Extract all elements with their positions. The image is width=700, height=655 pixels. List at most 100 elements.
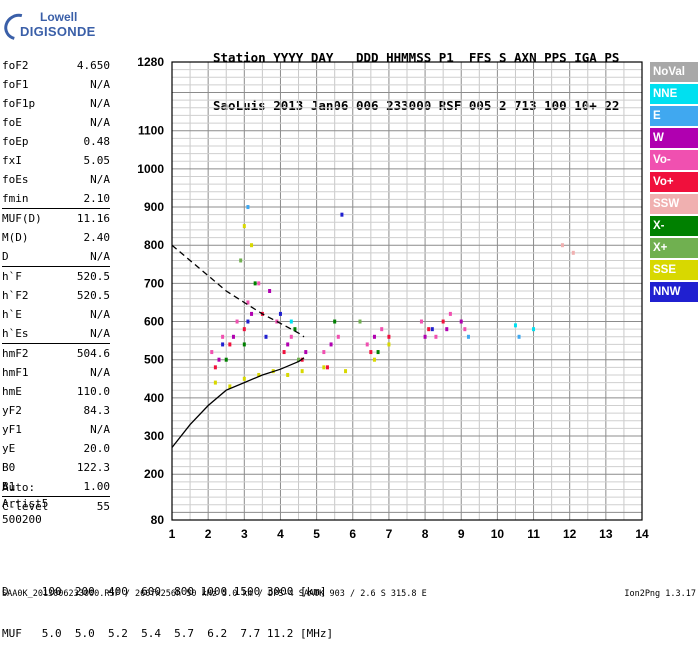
point-nnw xyxy=(221,342,225,347)
point-vo- xyxy=(427,327,431,332)
point-vo- xyxy=(213,365,217,370)
point-vo- xyxy=(369,350,373,355)
point-vo- xyxy=(322,350,326,355)
x-tick-label: 4 xyxy=(277,527,284,541)
param-row: h`F2 520.5 xyxy=(2,286,110,305)
point-sse xyxy=(213,380,217,385)
param-row: MUF(D) 11.16 xyxy=(2,209,110,228)
point-w xyxy=(459,319,463,324)
y-tick-label: 800 xyxy=(144,238,164,252)
param-separator xyxy=(2,343,110,344)
param-separator xyxy=(2,496,110,497)
param-value: N/A xyxy=(90,97,110,110)
param-value: 5.05 xyxy=(83,154,111,167)
param-row: hmE 110.0 xyxy=(2,382,110,401)
param-key: hmF1 xyxy=(2,366,29,379)
distance-muf-table: D 100 200 400 600 800 1000 1500 3000 [km… xyxy=(2,557,333,655)
param-value: 2.10 xyxy=(83,192,111,205)
point-sse xyxy=(344,369,348,374)
y-tick-label: 200 xyxy=(144,467,164,481)
param-row: yE 20.0 xyxy=(2,439,110,458)
param-value: 84.3 xyxy=(83,404,111,417)
point-vo- xyxy=(365,342,369,347)
point-vo- xyxy=(282,350,286,355)
param-key: yF2 xyxy=(2,404,22,417)
y-tick-label: 1280 xyxy=(137,55,164,69)
point-e xyxy=(517,334,521,339)
param-row: foE N/A xyxy=(2,113,110,132)
y-tick-label: 1000 xyxy=(137,162,164,176)
point-w xyxy=(268,289,272,293)
param-value: 55 xyxy=(96,500,110,513)
x-tick-label: 3 xyxy=(241,527,248,541)
x-tick-label: 10 xyxy=(491,527,505,541)
header-labels: Station YYYY DAY DDD HHMMSS P1 FFS S AXN… xyxy=(213,50,620,65)
point-vo- xyxy=(235,319,239,324)
auto-method: Artist5 xyxy=(2,497,49,510)
param-key: hmE xyxy=(2,385,22,398)
param-value: N/A xyxy=(90,327,110,340)
param-key: h`F xyxy=(2,270,22,283)
point-w xyxy=(250,311,254,316)
point-x- xyxy=(297,357,301,362)
y-tick-label: 600 xyxy=(144,315,164,329)
legend-item-w: W xyxy=(650,128,698,150)
param-key: MUF(D) xyxy=(2,212,42,225)
point-nne xyxy=(289,319,293,324)
point-nnw xyxy=(278,311,282,316)
logo-line2: DIGISONDE xyxy=(20,24,96,39)
param-key: B0 xyxy=(2,461,16,474)
param-value: N/A xyxy=(90,308,110,321)
param-key: fmin xyxy=(2,192,29,205)
point-ssw xyxy=(571,250,575,255)
point-w xyxy=(231,334,235,339)
param-key: h`Es xyxy=(2,327,29,340)
legend-item-sse: SSE xyxy=(650,260,698,282)
autoscale-info: Auto: Artist5 500200 xyxy=(2,480,48,528)
param-row: hmF1 N/A xyxy=(2,363,110,382)
point-sse xyxy=(250,243,254,248)
param-key: D xyxy=(2,250,9,263)
param-value: 11.16 xyxy=(76,212,110,225)
x-tick-label: 2 xyxy=(205,527,212,541)
param-value: N/A xyxy=(90,116,110,129)
point-sse xyxy=(387,342,391,347)
x-tick-label: 8 xyxy=(422,527,429,541)
param-value: N/A xyxy=(90,78,110,91)
point-nne xyxy=(532,327,536,332)
x-tick-label: 1 xyxy=(169,527,176,541)
point-vo- xyxy=(380,327,384,332)
param-value: 504.6 xyxy=(76,347,110,360)
point-vo- xyxy=(387,334,391,339)
param-separator xyxy=(2,266,110,267)
param-value: 520.5 xyxy=(76,270,110,283)
x-tick-label: 7 xyxy=(386,527,393,541)
legend-item-x-: X- xyxy=(650,216,698,238)
point-vo- xyxy=(325,365,329,370)
point-nnw xyxy=(264,334,268,339)
param-key: yE xyxy=(2,442,16,455)
y-tick-label: 80 xyxy=(151,513,165,527)
muf-row: MUF 5.0 5.0 5.2 5.4 5.7 6.2 7.7 11.2 [MH… xyxy=(2,627,334,640)
station-header: Station YYYY DAY DDD HHMMSS P1 FFS S AXN… xyxy=(213,18,619,130)
point-ssw xyxy=(560,243,564,248)
y-tick-label: 1100 xyxy=(138,124,164,138)
param-key: C-level xyxy=(2,500,49,513)
point-x- xyxy=(358,319,362,324)
x-tick-label: 14 xyxy=(635,527,649,541)
distance-row: D 100 200 400 600 800 1000 1500 3000 [km… xyxy=(2,585,327,598)
param-value: 20.0 xyxy=(83,442,111,455)
legend-item-e: E xyxy=(650,106,698,128)
version-label: Ion2Png 1.3.17 xyxy=(624,589,696,599)
param-row: h`F 520.5 xyxy=(2,267,110,286)
param-value: 520.5 xyxy=(76,289,110,302)
digisonde-logo: Lowell DIGISONDE xyxy=(0,8,95,46)
point-nne xyxy=(513,323,517,328)
x-tick-label: 9 xyxy=(458,527,465,541)
point-w xyxy=(217,357,221,362)
point-nnw xyxy=(340,212,344,217)
point-sse xyxy=(286,372,290,377)
param-key: foEs xyxy=(2,173,29,186)
param-row: B1 1.00 xyxy=(2,477,110,496)
param-row: yF2 84.3 xyxy=(2,401,110,420)
